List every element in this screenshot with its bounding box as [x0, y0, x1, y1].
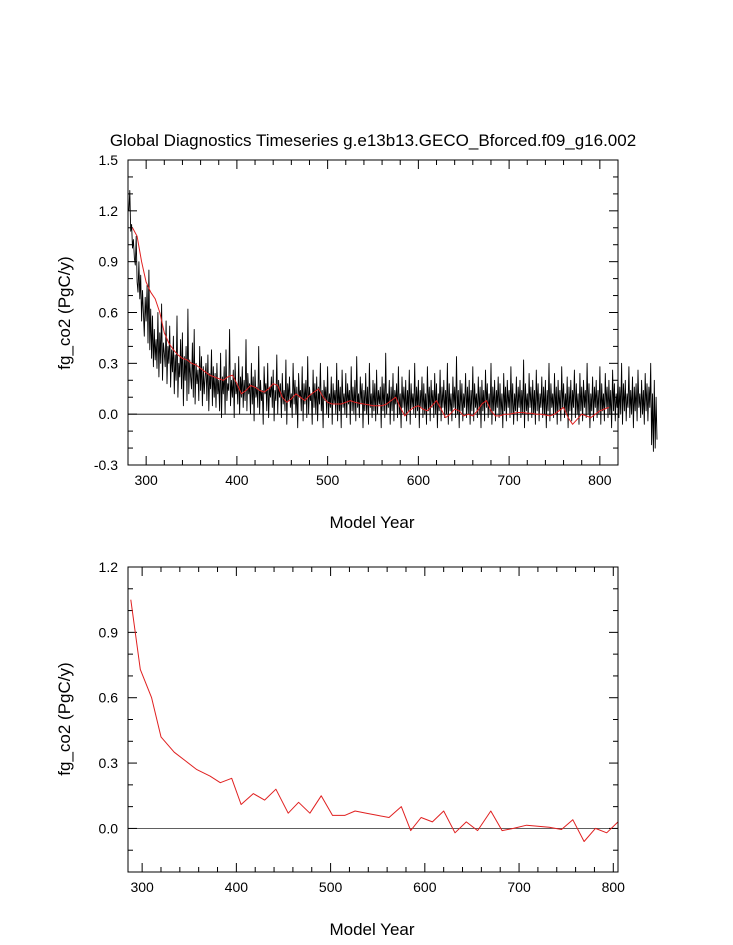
x-tick-label: 600 [413, 879, 437, 895]
plot-frame [127, 159, 619, 466]
y-axis-title: fg_co2 (PgC/y) [55, 662, 74, 775]
bottom-panel: Model Year fg_co2 (PgC/y) 300 400 500 600 70… [55, 559, 625, 939]
x-tick-label: 300 [134, 472, 158, 488]
y-tick-label: 0.9 [99, 624, 119, 640]
x-tick-label: 700 [497, 472, 521, 488]
x-tick-label: 400 [225, 472, 249, 488]
y-tick-label: 1.5 [99, 152, 119, 168]
y-tick-label: -0.3 [94, 457, 118, 473]
y-tick-label: 1.2 [99, 559, 119, 575]
y-tick-label: 1.2 [99, 203, 119, 219]
x-tick-label: 500 [316, 472, 340, 488]
mean-series-line [132, 227, 610, 425]
tick-labels: 300 400 500 600 700 800 0.0 0.3 0.6 0.9 1.2 [99, 559, 626, 895]
y-tick-label: 0.0 [99, 406, 119, 422]
y-tick-label: 0.6 [99, 305, 119, 321]
plot-frame [127, 566, 619, 873]
annual-series-line [128, 190, 658, 452]
chart-title: Global Diagnostics Timeseries g.e13b13.G… [110, 131, 636, 150]
y-tick-label: 0.3 [99, 755, 119, 771]
axis-ticks [127, 159, 619, 466]
x-axis-title: Model Year [329, 920, 414, 939]
y-tick-label: 0.0 [99, 820, 119, 836]
x-tick-label: 400 [225, 879, 249, 895]
tick-labels: 300 400 500 600 700 800 -0.3 0.0 0.3 0.6 0.9 1.2 1.5 [94, 152, 612, 488]
y-tick-label: 0.9 [99, 254, 119, 270]
x-tick-label: 300 [130, 879, 154, 895]
x-tick-label: 600 [407, 472, 431, 488]
x-tick-label: 700 [507, 879, 531, 895]
x-tick-label: 800 [588, 472, 612, 488]
mean-series-line [130, 599, 619, 842]
x-axis-title: Model Year [329, 513, 414, 532]
x-tick-label: 500 [319, 879, 343, 895]
y-axis-title: fg_co2 (PgC/y) [55, 256, 74, 369]
top-panel: Global Diagnostics Timeseries g.e13b13.G… [55, 131, 658, 532]
y-tick-label: 0.3 [99, 355, 119, 371]
x-tick-label: 800 [602, 879, 626, 895]
y-tick-label: 0.6 [99, 690, 119, 706]
axis-ticks [128, 566, 618, 873]
